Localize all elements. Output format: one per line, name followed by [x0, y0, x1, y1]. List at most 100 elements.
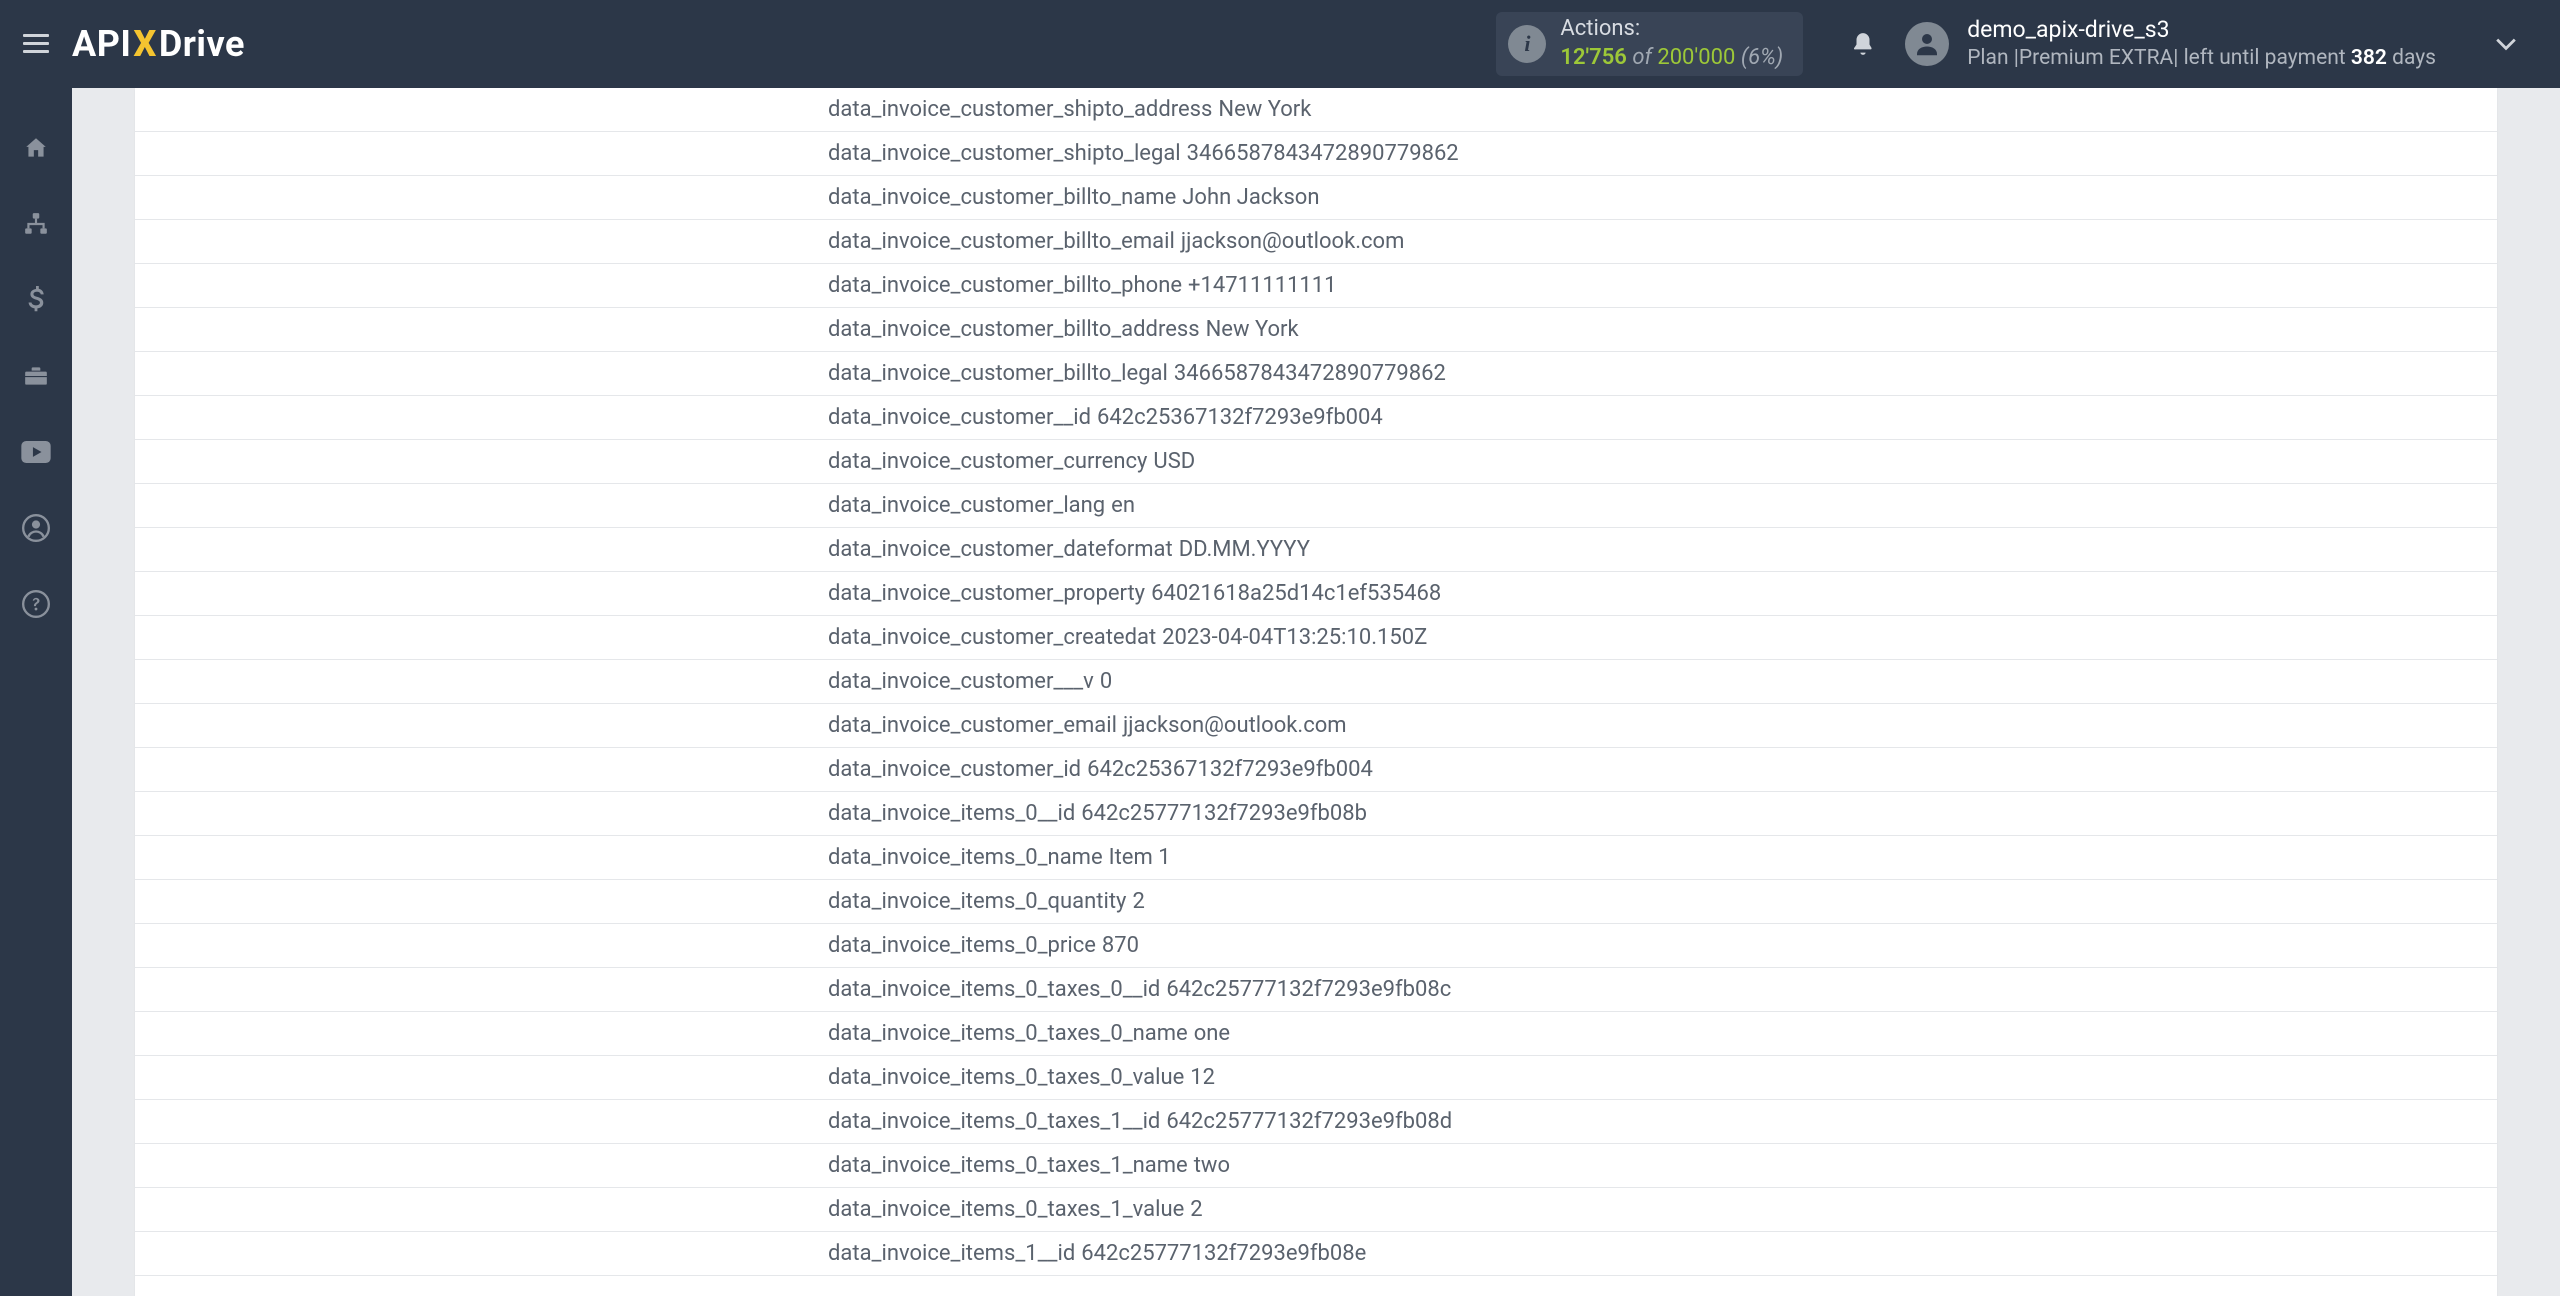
data-value: 642c25367132f7293e9fb004	[1081, 748, 2497, 791]
data-key: data_invoice_items_0_taxes_0_value	[135, 1056, 1184, 1099]
help-icon	[22, 590, 50, 618]
data-key: data_invoice_customer_billto_name	[135, 176, 1176, 219]
data-key: data_invoice_items_0_price	[135, 924, 1096, 967]
table-row: data_invoice_customer_shipto_legal346658…	[135, 132, 2497, 176]
avatar[interactable]	[1905, 22, 1949, 66]
data-value: jjackson@outlook.com	[1175, 220, 2497, 263]
data-value: USD	[1147, 440, 2497, 483]
table-row: data_invoice_items_0_taxes_1__id642c2577…	[135, 1100, 2497, 1144]
actions-used: 12'756	[1560, 45, 1626, 70]
info-icon: i	[1508, 25, 1546, 63]
table-row: data_invoice_customer_billto_phone+14711…	[135, 264, 2497, 308]
data-value: 2	[1184, 1188, 2497, 1231]
data-value: one	[1188, 1012, 2497, 1055]
sidebar-item-account[interactable]	[0, 508, 72, 548]
user-circle-icon	[22, 514, 50, 542]
logo-x: X	[133, 23, 156, 65]
data-value: New York	[1200, 308, 2497, 351]
data-value: 642c25777132f7293e9fb08d	[1160, 1100, 2497, 1143]
data-key: data_invoice_customer_currency	[135, 440, 1147, 483]
chevron-down-icon	[2495, 37, 2517, 51]
data-card: data_invoice_customer_shipto_address New …	[135, 88, 2497, 1296]
data-key: data_invoice_items_0__id	[135, 792, 1075, 835]
data-key: data_invoice_items_0_taxes_1_name	[135, 1144, 1188, 1187]
sidebar-item-billing[interactable]	[0, 280, 72, 320]
data-key: data_invoice_customer_shipto_legal	[135, 132, 1181, 175]
data-value: 870	[1096, 924, 2497, 967]
data-value: 346658784347289077​9862	[1168, 352, 2497, 395]
table-row: data_invoice_customer_id642c25367132f729…	[135, 748, 2497, 792]
data-value: 2023-04-04T13:25:10.150Z	[1156, 616, 2497, 659]
data-key: data_invoice_items_0_quantity	[135, 880, 1126, 923]
table-row: data_invoice_customer_dateformatDD.MM.YY…	[135, 528, 2497, 572]
table-row: data_invoice_customer_property64021618a2…	[135, 572, 2497, 616]
table-row: data_invoice_customer_langen	[135, 484, 2497, 528]
dollar-icon	[27, 286, 45, 314]
actions-stats: 12'756 of 200'000 (6%)	[1560, 44, 1783, 73]
user-icon	[1912, 29, 1942, 59]
header-right: i Actions: 12'756 of 200'000 (6%) demo_a…	[1496, 0, 2560, 88]
table-row: data_invoice_customer_currencyUSD	[135, 440, 2497, 484]
data-value: 642c25367132f7293e9fb004	[1091, 396, 2497, 439]
table-row: data_invoice_items_0_taxes_1_nametwo	[135, 1144, 2497, 1188]
logo-suffix: Drive	[159, 23, 245, 65]
actions-box[interactable]: i Actions: 12'756 of 200'000 (6%)	[1496, 12, 1803, 76]
table-row: data_invoice_items_0_taxes_0__id642c2577…	[135, 968, 2497, 1012]
table-row: data_invoice_customer_billto_addressNew …	[135, 308, 2497, 352]
data-key: data_invoice_customer_shipto_address	[135, 88, 1212, 131]
data-key: data_invoice_customer_lang	[135, 484, 1105, 527]
data-value: Item 1	[1103, 836, 2497, 879]
actions-text: Actions: 12'756 of 200'000 (6%)	[1560, 15, 1783, 72]
data-value: 12	[1184, 1056, 2497, 1099]
table-row: data_invoice_items_0_taxes_0_value12	[135, 1056, 2497, 1100]
data-key: data_invoice_customer___v	[135, 660, 1094, 703]
table-row: data_invoice_customer_createdat2023-04-0…	[135, 616, 2497, 660]
data-value: 346658784347289077​9862	[1181, 132, 2497, 175]
sidebar-item-connections[interactable]	[0, 204, 72, 244]
sidebar-item-home[interactable]	[0, 128, 72, 168]
data-key: data_invoice_items_1__id	[135, 1232, 1075, 1275]
sidebar	[0, 88, 72, 1296]
bell-icon	[1850, 29, 1876, 59]
table-row: data_invoice_items_1__id642c25777132f729…	[135, 1232, 2497, 1276]
notifications-button[interactable]	[1833, 29, 1893, 59]
data-value: 0	[1094, 660, 2497, 703]
sitemap-icon	[22, 211, 50, 237]
data-key: data_invoice_customer_billto_address	[135, 308, 1200, 351]
briefcase-icon	[22, 363, 50, 389]
user-menu-toggle[interactable]	[2476, 37, 2536, 51]
sidebar-item-video[interactable]	[0, 432, 72, 472]
data-key: data_invoice_customer_createdat	[135, 616, 1156, 659]
data-value: en	[1105, 484, 2497, 527]
table-row: data_invoice_items_0_nameItem 1	[135, 836, 2497, 880]
data-key: data_invoice_customer__id	[135, 396, 1091, 439]
logo-prefix: API	[72, 23, 131, 65]
data-value: 642c25777132f7293e9fb08e	[1075, 1232, 2497, 1275]
table-row: data_invoice_items_0__id642c25777132f729…	[135, 792, 2497, 836]
user-plan: Plan |Premium EXTRA| left until payment …	[1967, 45, 2436, 72]
data-key: data_invoice_items_0_name	[135, 836, 1103, 879]
sidebar-item-help[interactable]	[0, 584, 72, 624]
header: API X Drive i Actions: 12'756 of 200'000…	[0, 0, 2560, 88]
table-row: data_invoice_items_0_quantity2	[135, 880, 2497, 924]
table-row: data_invoice_customer_billto_emailjjacks…	[135, 220, 2497, 264]
data-table: data_invoice_customer_shipto_address New …	[135, 88, 2497, 1276]
data-key: data_invoice_items_0_taxes_1_value	[135, 1188, 1184, 1231]
sidebar-item-briefcase[interactable]	[0, 356, 72, 396]
menu-toggle[interactable]	[0, 0, 72, 88]
data-value: DD.MM.YYYY	[1173, 528, 2497, 571]
logo[interactable]: API X Drive	[72, 23, 245, 65]
data-key: data_invoice_items_0_taxes_1__id	[135, 1100, 1160, 1143]
table-row: data_invoice_items_0_taxes_1_value2	[135, 1188, 2497, 1232]
plan-days-suffix: days	[2387, 46, 2436, 70]
data-value: John Jackson	[1176, 176, 2497, 219]
user-block[interactable]: demo_apix-drive_s3 Plan |Premium EXTRA| …	[1967, 15, 2436, 72]
data-key: data_invoice_customer_billto_phone	[135, 264, 1182, 307]
hamburger-icon	[23, 34, 49, 54]
actions-label: Actions:	[1560, 15, 1783, 44]
data-key: data_invoice_customer_id	[135, 748, 1081, 791]
table-row: data_invoice_customer_emailjjackson@outl…	[135, 704, 2497, 748]
table-row: data_invoice_items_0_taxes_0_nameone	[135, 1012, 2497, 1056]
user-name: demo_apix-drive_s3	[1967, 15, 2436, 45]
home-icon	[22, 135, 50, 161]
